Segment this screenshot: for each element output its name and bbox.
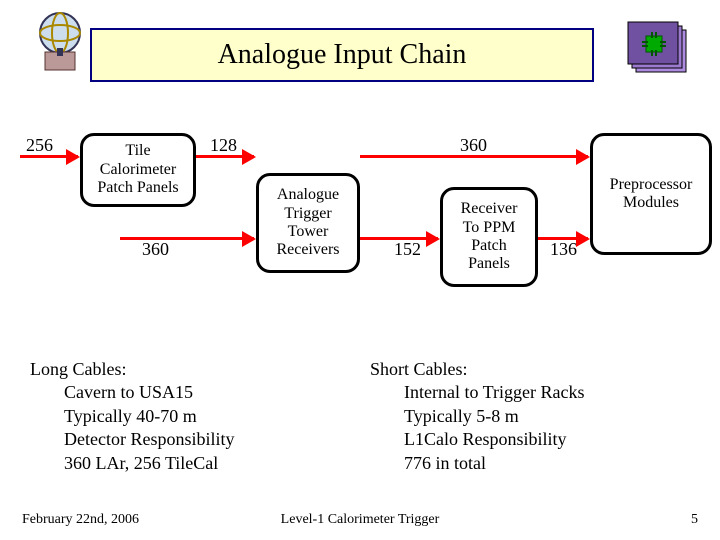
arrow-count: 360 (460, 135, 487, 156)
box-ppm: ReceiverTo PPMPatchPanels (440, 187, 538, 287)
box-prep: PreprocessorModules (590, 133, 712, 255)
note-line: 776 in total (370, 452, 584, 475)
arrow-count: 136 (550, 239, 577, 260)
title-text: Analogue Input Chain (218, 39, 467, 71)
note-line: Internal to Trigger Racks (370, 381, 584, 404)
box-tile: TileCalorimeterPatch Panels (80, 133, 196, 207)
note-line: Detector Responsibility (30, 428, 234, 451)
box-receivers: AnalogueTriggerTowerReceivers (256, 173, 360, 273)
note-line: Typically 40-70 m (30, 405, 234, 428)
signal-chain-diagram: 256 128 360 360 152 136 TileCalorimeterPatch P… (0, 115, 720, 345)
corner-icon (624, 18, 692, 78)
note-line: L1Calo Responsibility (370, 428, 584, 451)
atlas-logo (35, 8, 85, 78)
note-line: Long Cables: (30, 358, 234, 381)
arrow-count: 256 (26, 135, 53, 156)
arrow-count: 360 (142, 239, 169, 260)
long-cables-notes: Long Cables:Cavern to USA15Typically 40-… (30, 358, 234, 475)
arrow-count: 128 (210, 135, 237, 156)
note-line: Short Cables: (370, 358, 584, 381)
footer-page: 5 (691, 512, 698, 528)
arrow (120, 237, 254, 240)
short-cables-notes: Short Cables:Internal to Trigger RacksTy… (370, 358, 584, 475)
footer-title: Level-1 Calorimeter Trigger (0, 512, 720, 528)
note-line: 360 LAr, 256 TileCal (30, 452, 234, 475)
note-line: Typically 5-8 m (370, 405, 584, 428)
page-title: Analogue Input Chain (90, 28, 594, 82)
arrow-count: 152 (394, 239, 421, 260)
note-line: Cavern to USA15 (30, 381, 234, 404)
